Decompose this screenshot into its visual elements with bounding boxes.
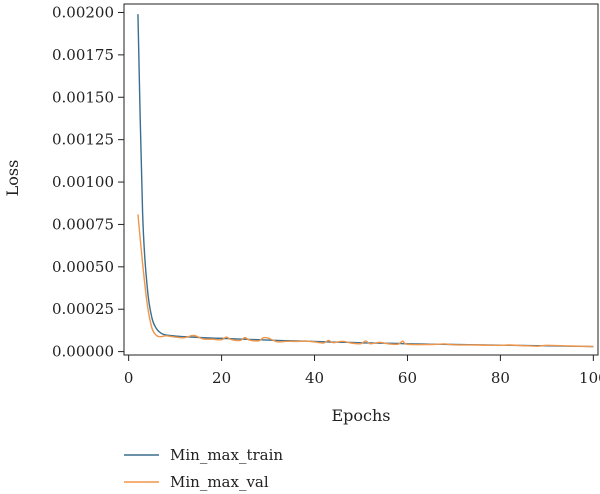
x-tick-label: 60 <box>398 369 417 387</box>
plot-area <box>123 3 599 356</box>
x-tick-label: 0 <box>124 369 134 387</box>
x-axis: 0 20 40 60 80 100 <box>124 355 600 387</box>
legend-label: Min_max_val <box>170 473 269 491</box>
series-line-min-max-train <box>137 14 594 348</box>
x-tick-label: 80 <box>491 369 510 387</box>
y-tick-label: 0.00075 <box>52 215 114 233</box>
y-axis: 0.00000 0.00025 0.00050 0.00075 0.00100 0.001… <box>52 3 124 361</box>
y-axis-title: Loss <box>3 160 22 197</box>
y-tick-label: 0.00050 <box>52 258 114 276</box>
y-tick-label: 0.00000 <box>52 343 114 361</box>
x-tick-label: 40 <box>305 369 324 387</box>
x-axis-title: Epochs <box>331 406 390 425</box>
y-tick-label: 0.00025 <box>52 300 114 318</box>
y-tick-label: 0.00100 <box>52 173 114 191</box>
y-tick-label: 0.00175 <box>52 46 114 64</box>
x-tick-label: 20 <box>212 369 231 387</box>
y-tick-label: 0.00150 <box>52 88 114 106</box>
plot-frame <box>123 3 599 356</box>
legend-label: Min_max_train <box>170 446 283 464</box>
x-tick-label: 100 <box>579 369 600 387</box>
series-layer <box>137 14 594 348</box>
series-line-min-max-val <box>137 214 594 348</box>
y-tick-label: 0.00200 <box>52 3 114 21</box>
y-tick-label: 0.00125 <box>52 131 114 149</box>
legend: Min_max_train Min_max_val <box>124 446 283 491</box>
